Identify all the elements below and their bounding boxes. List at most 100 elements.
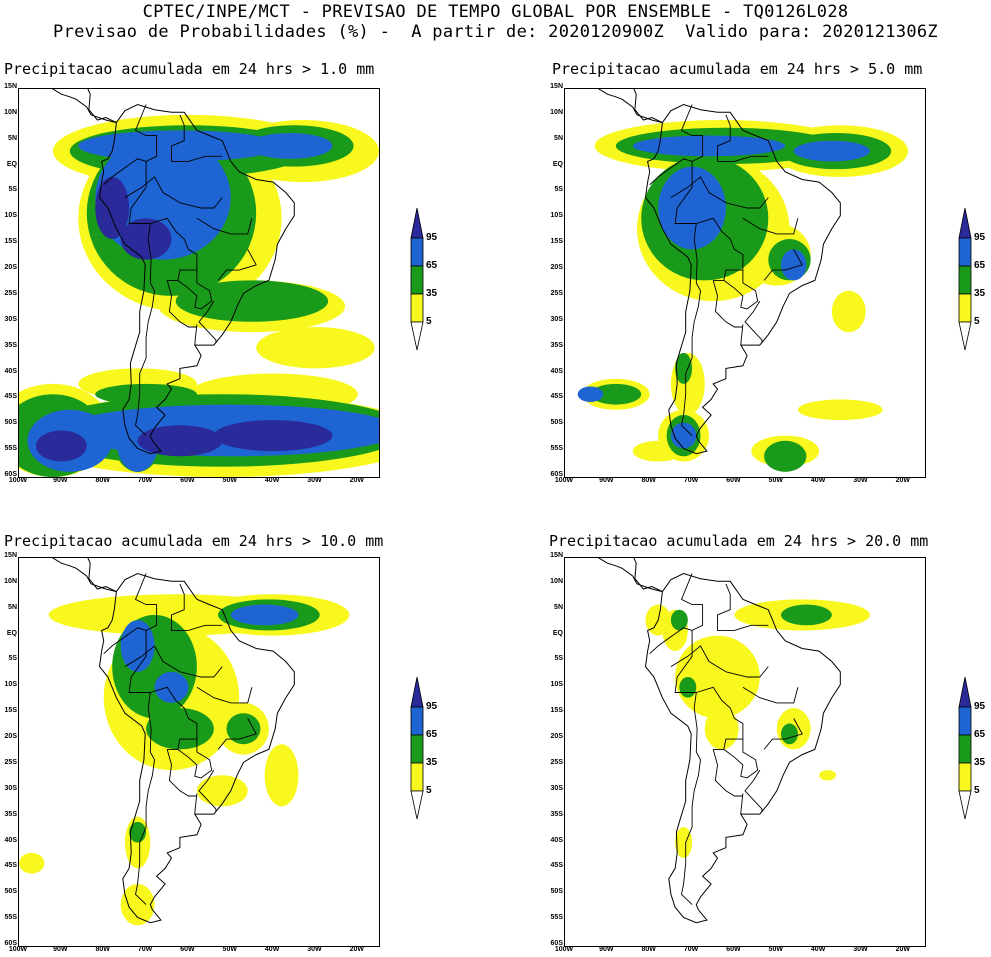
latitude-label: 55S: [4, 914, 17, 922]
longitude-label: 40W: [264, 477, 280, 484]
latitude-label: 30S: [4, 784, 17, 792]
latitude-label: 45S: [4, 393, 17, 401]
latitude-label: 20S: [550, 264, 563, 272]
latitude-label: 10N: [4, 577, 17, 585]
longitude-label: 30W: [853, 477, 868, 484]
legend-level-label: 35: [426, 288, 438, 299]
latitude-label: 60S: [4, 471, 17, 478]
latitude-label: 10N: [550, 108, 563, 116]
latitude-label: 5N: [8, 134, 17, 142]
probability-area: [230, 604, 299, 626]
longitude-label: 70W: [683, 477, 699, 484]
latitude-label: 15N: [550, 552, 563, 559]
latitude-label: EQ: [6, 160, 17, 168]
legend-level-label: 65: [426, 729, 438, 740]
latitude-label: 15S: [4, 707, 17, 715]
latitude-label: 60S: [550, 471, 563, 478]
probability-area: [95, 383, 197, 405]
country-border: [681, 282, 701, 436]
longitude-label: 90W: [53, 946, 68, 953]
probability-area: [196, 775, 248, 807]
legend-level-label: 95: [974, 701, 986, 712]
latitude-label: 10S: [4, 212, 17, 220]
probability-area: [120, 218, 172, 260]
probability-area: [797, 399, 883, 421]
probability-area: [658, 166, 726, 250]
country-border: [217, 249, 257, 281]
latitude-label: 45S: [550, 393, 563, 401]
latitude-label: 25S: [550, 758, 563, 766]
longitude-label: 90W: [53, 477, 68, 484]
legend-swatch: [410, 265, 424, 295]
country-border: [649, 627, 693, 655]
coastline: [598, 558, 663, 593]
longitude-label: 40W: [810, 477, 826, 484]
country-border: [150, 686, 198, 750]
probability-area: [679, 676, 697, 698]
latitude-label: 50S: [550, 419, 563, 427]
country-border: [196, 217, 253, 235]
latitude-label: 15S: [550, 707, 563, 715]
latitude-label: 5S: [8, 655, 17, 663]
longitude-label: 100W: [8, 946, 28, 953]
country-border: [196, 686, 253, 704]
legend-swatch: [410, 321, 424, 351]
probability-legend: 95 65 35 5: [410, 676, 437, 826]
legend-swatch: [410, 676, 424, 708]
country-border: [725, 197, 769, 209]
legend-swatch: [410, 790, 424, 820]
longitude-label: 20W: [349, 946, 365, 953]
probability-area: [632, 135, 786, 157]
longitude-label: 30W: [307, 477, 322, 484]
probability-legend: 95 65 35 5: [958, 676, 985, 826]
longitude-label: 20W: [895, 946, 911, 953]
map-canvas: [19, 89, 379, 477]
coastline: [52, 558, 117, 593]
latitude-label: 60S: [550, 940, 563, 947]
probability-area: [256, 326, 375, 369]
legend-level-label: 5: [974, 316, 980, 327]
latitude-label: 50S: [550, 888, 563, 896]
latitude-label: 25S: [550, 289, 563, 297]
latitude-label: 10N: [550, 577, 563, 585]
country-border: [712, 280, 743, 328]
longitude-label: 50W: [768, 477, 783, 484]
legend-swatch: [958, 762, 972, 792]
country-border: [742, 686, 799, 704]
legend-level-label: 65: [974, 260, 986, 271]
country-border: [717, 583, 769, 631]
country-border: [171, 583, 223, 631]
longitude-label: 100W: [554, 946, 574, 953]
latitude-label: 15S: [550, 238, 563, 246]
probability-area: [675, 827, 693, 859]
longitude-label: 80W: [641, 477, 656, 484]
longitude-label: 40W: [264, 946, 280, 953]
legend-swatch: [410, 734, 424, 764]
country-border: [128, 573, 158, 753]
latitude-label: EQ: [6, 629, 17, 637]
country-border: [198, 769, 217, 812]
longitude-label: 20W: [349, 477, 365, 484]
probability-area: [670, 609, 688, 631]
probability-area: [781, 723, 798, 745]
probability-map: [564, 88, 926, 478]
probability-area: [764, 440, 807, 472]
legend-level-label: 35: [974, 757, 986, 768]
probability-area: [577, 386, 604, 402]
latitude-label: 30S: [550, 784, 563, 792]
latitude-label: 60S: [4, 940, 17, 947]
latitude-label: 20S: [550, 733, 563, 741]
latitude-label: 5S: [554, 655, 563, 663]
probability-area: [175, 280, 329, 322]
country-border: [723, 270, 759, 310]
country-border: [717, 114, 769, 162]
latitude-label: 20S: [4, 264, 17, 272]
country-border: [696, 217, 744, 281]
coastline: [52, 89, 117, 124]
legend-level-label: 65: [426, 260, 438, 271]
latitude-label: 15N: [550, 83, 563, 90]
country-border: [742, 217, 799, 235]
coastline: [98, 572, 295, 924]
country-border: [124, 645, 181, 673]
latitude-label: 25S: [4, 758, 17, 766]
